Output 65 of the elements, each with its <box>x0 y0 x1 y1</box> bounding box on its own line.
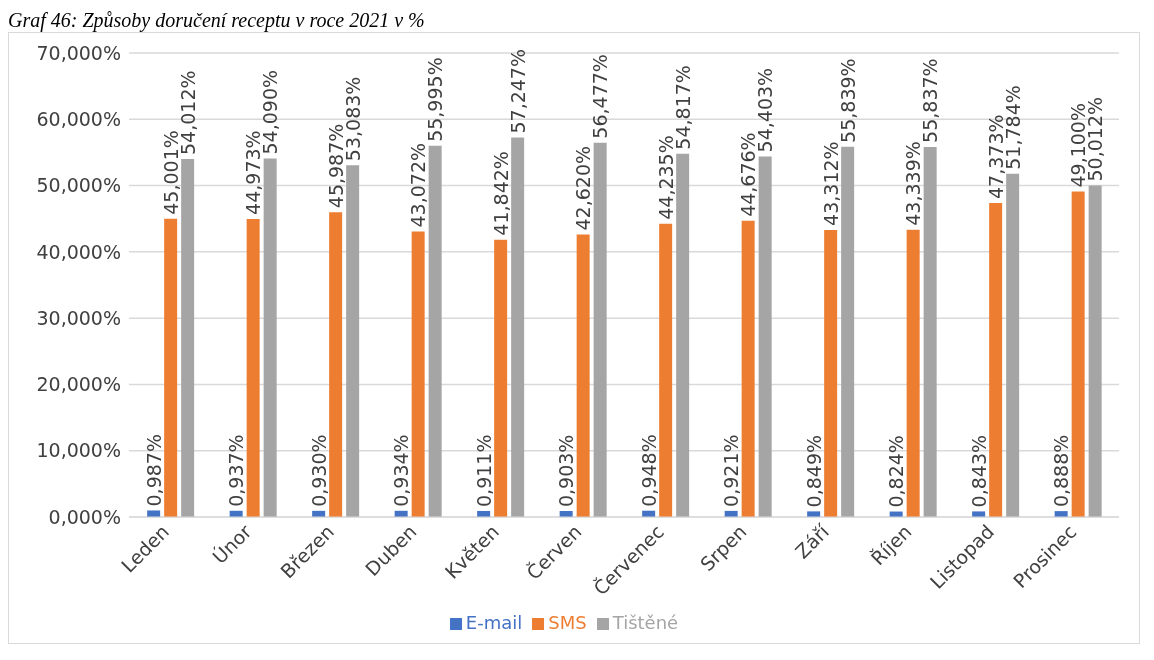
data-label: 43,072% <box>407 142 430 228</box>
bar <box>593 142 607 517</box>
bar <box>181 158 195 517</box>
y-tick-label: 60,000% <box>36 108 121 131</box>
data-label: 0,888% <box>1050 434 1073 508</box>
y-tick-label: 20,000% <box>36 373 121 396</box>
data-label: 42,620% <box>572 145 595 231</box>
data-label: 55,837% <box>919 58 942 143</box>
bar <box>1088 185 1102 517</box>
bar <box>329 212 343 517</box>
data-label: 0,948% <box>637 434 660 507</box>
data-label: 0,937% <box>225 434 248 507</box>
bar <box>494 239 508 517</box>
data-label: 55,839% <box>836 58 859 143</box>
data-label: 0,911% <box>472 434 495 507</box>
data-label: 0,921% <box>720 434 743 507</box>
y-tick-label: 0,000% <box>48 505 121 528</box>
data-label: 0,934% <box>390 434 413 507</box>
data-label: 41,842% <box>489 151 512 236</box>
y-tick-label: 50,000% <box>36 174 121 197</box>
data-label: 56,477% <box>589 54 612 139</box>
bar <box>824 229 838 517</box>
bar <box>263 158 277 517</box>
y-tick-label: 70,000% <box>36 41 121 64</box>
bar <box>841 146 855 517</box>
bar <box>246 218 260 517</box>
data-label: 0,903% <box>555 434 578 508</box>
y-tick-label: 40,000% <box>36 240 121 263</box>
legend-label: E-mail <box>465 612 523 633</box>
bar <box>758 156 772 517</box>
data-label: 54,403% <box>754 67 777 153</box>
bar <box>511 137 525 517</box>
chart-title: Graf 46: Způsoby doručení receptu v roce 2021 v % <box>8 8 426 32</box>
bar <box>576 234 590 517</box>
bar <box>411 231 425 517</box>
data-label: 0,849% <box>802 434 825 508</box>
bar <box>923 146 937 517</box>
data-label: 43,312% <box>819 141 842 226</box>
data-label: 0,930% <box>307 434 330 507</box>
data-label: 47,373% <box>984 114 1007 199</box>
data-label: 55,995% <box>424 57 447 142</box>
bar <box>676 153 690 517</box>
bar <box>428 145 442 517</box>
legend-label: Tištěné <box>612 612 679 633</box>
bar <box>164 218 178 517</box>
data-label: 45,001% <box>159 130 182 215</box>
data-label: 45,987% <box>324 123 347 209</box>
bar <box>989 202 1003 517</box>
data-label: 44,235% <box>654 135 677 220</box>
y-tick-label: 10,000% <box>36 439 121 462</box>
data-label: 0,987% <box>142 434 165 507</box>
bar <box>741 220 755 517</box>
data-label: 0,843% <box>967 434 990 508</box>
bar <box>906 229 920 517</box>
legend-label: SMS <box>548 612 587 633</box>
data-label: 43,339% <box>902 141 925 226</box>
data-label: 57,247% <box>506 48 529 134</box>
bar <box>659 223 673 517</box>
bar <box>1006 173 1020 517</box>
y-tick-label: 30,000% <box>36 306 121 329</box>
bar <box>346 165 360 517</box>
data-label: 0,824% <box>885 435 908 508</box>
bar <box>147 510 161 517</box>
bar <box>1071 191 1085 517</box>
data-label: 54,090% <box>259 69 282 155</box>
